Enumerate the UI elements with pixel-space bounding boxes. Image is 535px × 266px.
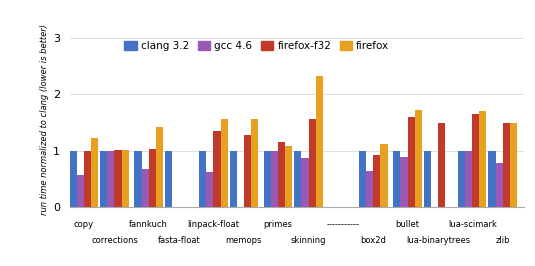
Text: bullet: bullet: [395, 220, 419, 229]
Bar: [294, 151, 301, 207]
Bar: [165, 151, 172, 207]
Bar: [510, 123, 517, 207]
Bar: [142, 169, 149, 207]
Text: lua-scimark: lua-scimark: [448, 220, 496, 229]
Text: linpack-float: linpack-float: [187, 220, 240, 229]
Bar: [199, 151, 207, 207]
Bar: [77, 175, 84, 207]
Bar: [424, 151, 431, 207]
Y-axis label: run time normalized to clang (lower is better): run time normalized to clang (lower is b…: [40, 24, 49, 215]
Bar: [316, 76, 323, 207]
Bar: [380, 144, 387, 207]
Bar: [207, 172, 213, 207]
Bar: [458, 151, 465, 207]
Bar: [108, 151, 114, 207]
Bar: [488, 151, 495, 207]
Bar: [100, 151, 108, 207]
Bar: [251, 119, 258, 207]
Bar: [244, 135, 251, 207]
Text: primes: primes: [264, 220, 293, 229]
Bar: [495, 163, 503, 207]
Bar: [438, 123, 445, 207]
Bar: [479, 111, 486, 207]
Bar: [408, 117, 415, 207]
Text: zlib: zlib: [495, 236, 510, 244]
Bar: [156, 127, 163, 207]
Legend: clang 3.2, gcc 4.6, firefox-f32, firefox: clang 3.2, gcc 4.6, firefox-f32, firefox: [120, 37, 393, 56]
Bar: [213, 131, 220, 207]
Text: box2d: box2d: [361, 236, 386, 244]
Bar: [285, 146, 293, 207]
Bar: [264, 151, 271, 207]
Bar: [271, 151, 278, 207]
Bar: [309, 119, 316, 207]
Bar: [465, 151, 472, 207]
Bar: [91, 138, 98, 207]
Bar: [415, 110, 422, 207]
Bar: [278, 142, 285, 207]
Bar: [149, 149, 156, 207]
Bar: [301, 158, 309, 207]
Text: skinning: skinning: [291, 236, 326, 244]
Text: fannkuch: fannkuch: [129, 220, 168, 229]
Text: memops: memops: [226, 236, 262, 244]
Bar: [121, 150, 129, 207]
Text: copy: copy: [74, 220, 94, 229]
Bar: [114, 150, 121, 207]
Bar: [393, 151, 400, 207]
Bar: [503, 123, 510, 207]
Text: lua-binarytrees: lua-binarytrees: [406, 236, 470, 244]
Bar: [84, 151, 91, 207]
Bar: [70, 151, 77, 207]
Bar: [366, 171, 373, 207]
Text: corrections: corrections: [91, 236, 138, 244]
Text: fasta-float: fasta-float: [158, 236, 201, 244]
Bar: [220, 119, 228, 207]
Bar: [134, 151, 142, 207]
Text: -----------: -----------: [326, 220, 360, 229]
Bar: [373, 155, 380, 207]
Bar: [472, 114, 479, 207]
Bar: [359, 151, 366, 207]
Bar: [230, 151, 237, 207]
Bar: [400, 156, 408, 207]
